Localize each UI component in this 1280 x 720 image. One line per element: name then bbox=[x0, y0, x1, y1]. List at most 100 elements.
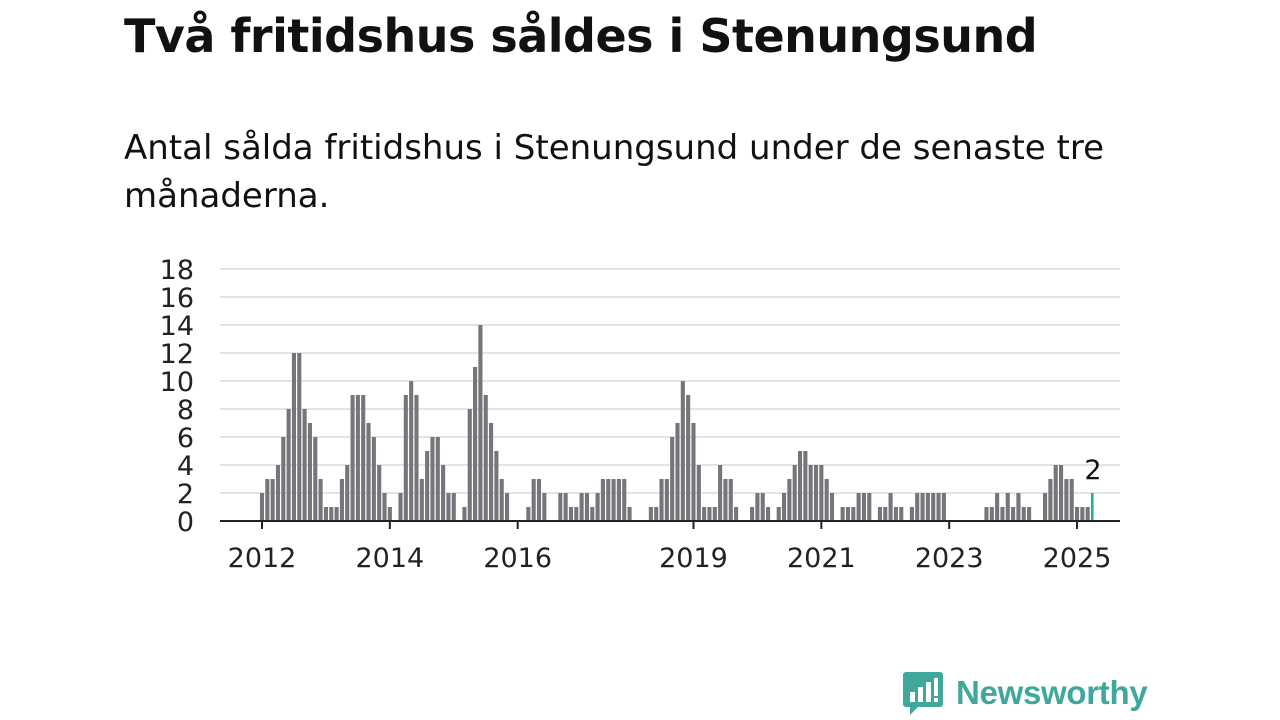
y-tick-label: 18 bbox=[160, 255, 194, 286]
x-tick-label: 2016 bbox=[483, 543, 552, 574]
bar bbox=[670, 437, 675, 521]
bar bbox=[329, 507, 334, 521]
bar bbox=[787, 479, 792, 521]
bar bbox=[270, 479, 275, 521]
y-tick-label: 16 bbox=[160, 283, 194, 314]
bar bbox=[1011, 507, 1016, 521]
bar bbox=[494, 451, 499, 521]
bar bbox=[1027, 507, 1032, 521]
bar bbox=[499, 479, 504, 521]
y-tick-label: 14 bbox=[160, 311, 194, 342]
bar bbox=[558, 493, 563, 521]
bar bbox=[387, 507, 392, 521]
bar bbox=[462, 507, 467, 521]
bar bbox=[931, 493, 936, 521]
bar bbox=[286, 409, 291, 521]
bar bbox=[590, 507, 595, 521]
bar bbox=[989, 507, 994, 521]
bar bbox=[542, 493, 547, 521]
bar bbox=[377, 465, 382, 521]
bar bbox=[574, 507, 579, 521]
x-tick-label: 2012 bbox=[228, 543, 297, 574]
bar bbox=[1005, 493, 1010, 521]
bar bbox=[441, 465, 446, 521]
bar bbox=[345, 465, 350, 521]
bar bbox=[563, 493, 568, 521]
bar bbox=[483, 395, 488, 521]
bar bbox=[797, 451, 803, 521]
bar bbox=[925, 493, 930, 521]
bars bbox=[259, 325, 1094, 521]
bar bbox=[297, 353, 302, 521]
bar bbox=[579, 493, 584, 521]
bar bbox=[526, 507, 531, 521]
bar bbox=[307, 423, 312, 521]
bar bbox=[425, 451, 430, 521]
bar bbox=[877, 507, 882, 521]
bar bbox=[1048, 479, 1053, 521]
bar bbox=[622, 479, 627, 521]
bar bbox=[531, 479, 536, 521]
bar bbox=[265, 479, 270, 521]
y-tick-label: 12 bbox=[160, 339, 194, 370]
bar bbox=[1074, 507, 1080, 521]
bar bbox=[313, 437, 318, 521]
bar bbox=[813, 465, 819, 521]
bar bbox=[291, 353, 297, 521]
bar bbox=[361, 395, 366, 521]
bar bbox=[473, 367, 478, 521]
chart-subtitle: Antal sålda fritidshus i Stenungsund und… bbox=[124, 128, 1105, 216]
bar bbox=[435, 437, 440, 521]
bar bbox=[755, 493, 760, 521]
x-tick-label: 2014 bbox=[355, 543, 424, 574]
bar bbox=[984, 507, 989, 521]
x-tick-label: 2021 bbox=[787, 543, 856, 574]
bar bbox=[1053, 465, 1058, 521]
y-tick-label: 0 bbox=[177, 507, 194, 538]
bar bbox=[920, 493, 925, 521]
bar bbox=[750, 507, 755, 521]
bar bbox=[350, 395, 355, 521]
bar bbox=[382, 493, 387, 521]
bar bbox=[664, 479, 669, 521]
bar bbox=[398, 493, 403, 521]
gridlines bbox=[220, 268, 1120, 494]
bar bbox=[867, 493, 872, 521]
bar bbox=[600, 479, 605, 521]
bar bbox=[654, 507, 659, 521]
bar bbox=[334, 507, 339, 521]
bar bbox=[776, 507, 781, 521]
highlight-bar bbox=[1090, 493, 1094, 521]
bar bbox=[691, 423, 696, 521]
bar bbox=[680, 381, 685, 521]
bar bbox=[1000, 507, 1005, 521]
bar bbox=[718, 465, 723, 521]
x-tick-label: 2025 bbox=[1043, 543, 1112, 574]
bar bbox=[616, 479, 621, 521]
last-value-label: 2 bbox=[1084, 455, 1101, 486]
x-tick-label: 2023 bbox=[915, 543, 984, 574]
bar bbox=[702, 507, 707, 521]
bar bbox=[467, 409, 472, 521]
bar bbox=[915, 493, 920, 521]
bar bbox=[259, 493, 265, 521]
bar bbox=[936, 493, 941, 521]
bar bbox=[734, 507, 739, 521]
bar bbox=[584, 493, 589, 521]
bar bbox=[302, 409, 307, 521]
y-tick-label: 8 bbox=[177, 395, 194, 426]
bar bbox=[1064, 479, 1069, 521]
bar bbox=[829, 493, 835, 521]
bar bbox=[627, 507, 632, 521]
bar bbox=[318, 479, 323, 521]
bar bbox=[781, 493, 787, 521]
bar bbox=[568, 507, 574, 521]
bar bbox=[899, 507, 904, 521]
brand-name: Newsworthy bbox=[956, 674, 1148, 711]
bar bbox=[606, 479, 611, 521]
bar bbox=[856, 493, 861, 521]
bar bbox=[1085, 507, 1090, 521]
bar bbox=[766, 507, 771, 521]
bar bbox=[403, 395, 408, 521]
bar bbox=[504, 493, 510, 521]
